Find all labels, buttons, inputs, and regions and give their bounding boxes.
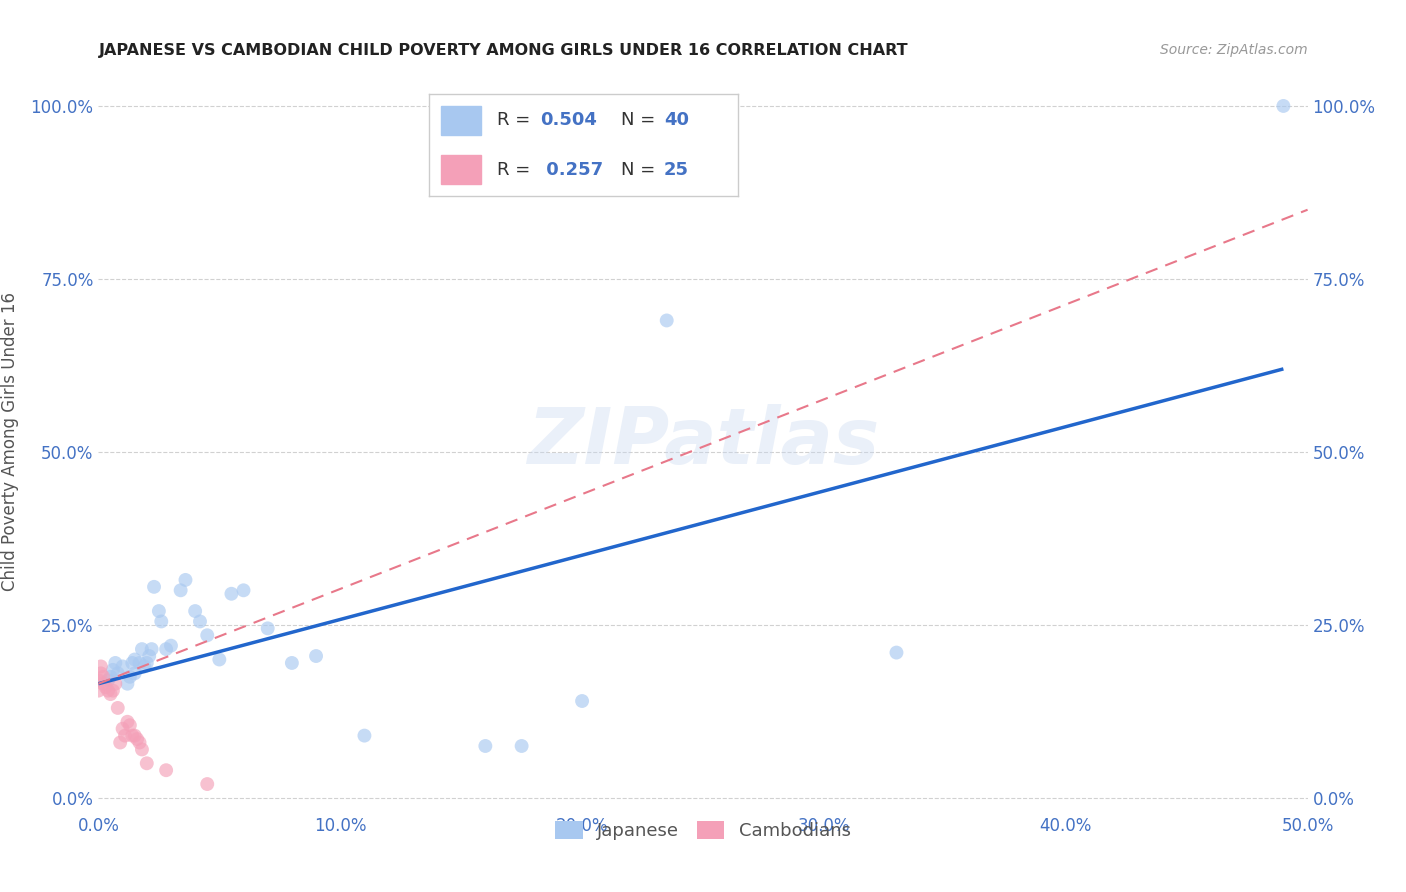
Point xyxy=(107,701,129,715)
Point xyxy=(91,676,114,690)
Point xyxy=(101,683,124,698)
Point xyxy=(131,742,153,756)
Text: R =: R = xyxy=(496,112,536,129)
Point xyxy=(104,656,127,670)
Text: 0.257: 0.257 xyxy=(540,161,603,178)
Point xyxy=(138,648,160,663)
Point xyxy=(141,642,163,657)
Point xyxy=(118,718,141,732)
Point xyxy=(1272,99,1295,113)
Text: N =: N = xyxy=(620,161,661,178)
Point xyxy=(208,652,231,666)
Point xyxy=(124,666,146,681)
Point xyxy=(90,666,112,681)
FancyBboxPatch shape xyxy=(441,155,481,184)
Point xyxy=(155,763,177,777)
Text: R =: R = xyxy=(496,161,536,178)
Point xyxy=(114,729,136,743)
Point xyxy=(87,683,110,698)
Point xyxy=(571,694,593,708)
Point xyxy=(134,659,156,673)
Point xyxy=(108,735,131,749)
Point xyxy=(281,656,304,670)
Point xyxy=(143,580,166,594)
Text: ZIPatlas: ZIPatlas xyxy=(527,403,879,480)
Point xyxy=(150,615,173,629)
Point xyxy=(111,722,134,736)
Text: N =: N = xyxy=(620,112,661,129)
Point xyxy=(510,739,533,753)
Point xyxy=(118,670,141,684)
FancyBboxPatch shape xyxy=(441,106,481,135)
Text: 25: 25 xyxy=(664,161,689,178)
Point xyxy=(91,670,114,684)
Legend: Japanese, Cambodians: Japanese, Cambodians xyxy=(548,814,858,847)
Point xyxy=(90,659,112,673)
Point xyxy=(305,648,328,663)
Point xyxy=(221,587,243,601)
Point xyxy=(107,666,129,681)
Point xyxy=(188,615,211,629)
Point xyxy=(160,639,183,653)
Point xyxy=(232,583,254,598)
Point xyxy=(97,683,120,698)
Point xyxy=(184,604,207,618)
Text: JAPANESE VS CAMBODIAN CHILD POVERTY AMONG GIRLS UNDER 16 CORRELATION CHART: JAPANESE VS CAMBODIAN CHILD POVERTY AMON… xyxy=(98,43,908,58)
Point xyxy=(128,656,150,670)
Point xyxy=(256,621,278,635)
Point xyxy=(886,646,908,660)
Point xyxy=(174,573,197,587)
Point xyxy=(104,676,127,690)
Point xyxy=(169,583,191,598)
Text: Source: ZipAtlas.com: Source: ZipAtlas.com xyxy=(1160,43,1308,56)
Point xyxy=(148,604,170,618)
Point xyxy=(97,673,120,688)
Point xyxy=(655,313,678,327)
Point xyxy=(124,652,146,666)
Point xyxy=(353,729,375,743)
Text: 0.504: 0.504 xyxy=(540,112,598,129)
Point xyxy=(87,673,110,688)
Point xyxy=(127,732,149,747)
Point xyxy=(131,642,153,657)
Point xyxy=(135,756,157,771)
Point xyxy=(101,663,124,677)
Point xyxy=(195,628,218,642)
Point xyxy=(124,729,146,743)
Point xyxy=(100,670,122,684)
Point xyxy=(195,777,218,791)
Y-axis label: Child Poverty Among Girls Under 16: Child Poverty Among Girls Under 16 xyxy=(1,292,20,591)
Point xyxy=(117,676,139,690)
Point xyxy=(100,687,122,701)
Point xyxy=(121,656,143,670)
Point xyxy=(121,729,143,743)
Point xyxy=(474,739,496,753)
Point xyxy=(117,714,139,729)
Point xyxy=(128,735,150,749)
Text: 40: 40 xyxy=(664,112,689,129)
Point xyxy=(111,659,134,673)
Point xyxy=(135,656,157,670)
Point xyxy=(155,642,177,657)
Point xyxy=(94,680,117,694)
